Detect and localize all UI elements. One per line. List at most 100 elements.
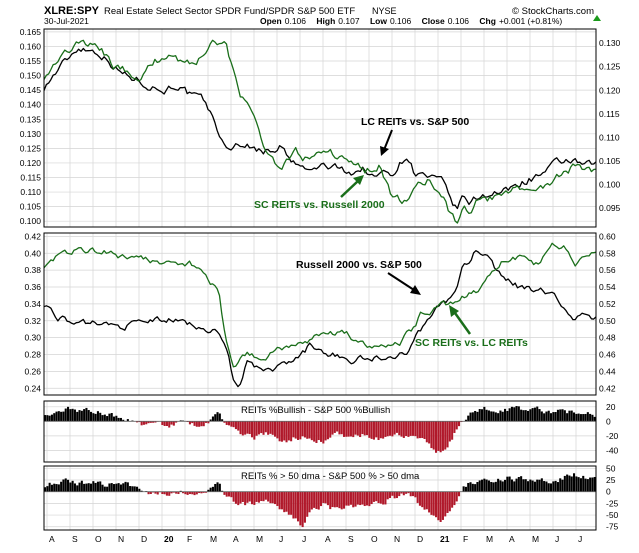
- positive-bar: [92, 413, 94, 421]
- positive-bar: [111, 483, 113, 492]
- negative-bar: [302, 421, 304, 436]
- negative-bar: [320, 492, 322, 506]
- arrow-head-icon: [380, 146, 389, 156]
- negative-bar: [419, 492, 421, 506]
- negative-bar: [318, 421, 320, 440]
- negative-bar: [263, 492, 265, 502]
- positive-bar: [481, 409, 483, 421]
- negative-bar: [410, 421, 412, 436]
- positive-bar: [493, 482, 495, 491]
- positive-bar: [76, 485, 78, 491]
- up-arrow-icon: [593, 15, 601, 21]
- left-tick-label: 0.160: [20, 41, 42, 51]
- left-tick-label: 0.24: [24, 383, 41, 393]
- right-tick-label: 0.44: [599, 366, 616, 376]
- negative-bar: [256, 492, 258, 502]
- negative-bar: [276, 492, 278, 506]
- negative-bar: [230, 421, 232, 426]
- positive-bar: [120, 418, 122, 421]
- x-tick-label: O: [371, 534, 378, 544]
- negative-bar: [315, 421, 317, 443]
- positive-bar: [490, 482, 492, 492]
- negative-bar: [283, 421, 285, 440]
- positive-bar: [488, 481, 490, 492]
- positive-bar: [95, 483, 97, 492]
- negative-bar: [272, 492, 274, 504]
- positive-bar: [79, 483, 81, 492]
- negative-bar: [405, 421, 407, 436]
- positive-bar: [564, 410, 566, 421]
- negative-bar: [394, 421, 396, 434]
- high-label: High: [316, 16, 335, 26]
- negative-bar: [173, 421, 175, 425]
- positive-bar: [562, 409, 564, 421]
- negative-bar: [417, 492, 419, 503]
- positive-bar: [532, 481, 534, 492]
- negative-bar: [311, 421, 313, 440]
- negative-bar: [223, 492, 225, 495]
- positive-bar: [568, 476, 570, 492]
- right-tick-label: 0.125: [599, 62, 621, 72]
- left-tick-label: 0.40: [24, 248, 41, 258]
- x-tick-label: F: [187, 534, 192, 544]
- right-tick-label: 0.50: [599, 316, 616, 326]
- positive-bar: [122, 483, 124, 491]
- negative-bar: [315, 492, 317, 509]
- negative-bar: [198, 421, 200, 426]
- negative-bar: [364, 492, 366, 506]
- right-tick-label: 0.110: [599, 132, 620, 142]
- negative-bar: [318, 492, 320, 510]
- positive-bar: [467, 483, 469, 492]
- negative-bar: [325, 492, 327, 504]
- negative-bar: [430, 492, 432, 515]
- negative-bar: [251, 492, 253, 505]
- x-tick-label: M: [256, 534, 263, 544]
- x-tick-label: J: [578, 534, 582, 544]
- positive-bar: [476, 482, 478, 492]
- negative-bar: [352, 492, 354, 508]
- negative-bar: [394, 492, 396, 499]
- positive-bar: [568, 411, 570, 422]
- positive-bar: [578, 477, 580, 492]
- x-tick-label: J: [302, 534, 306, 544]
- negative-bar: [355, 492, 357, 507]
- negative-bar: [350, 492, 352, 505]
- positive-bar: [582, 414, 584, 421]
- positive-bar: [463, 486, 465, 491]
- right-tick-label: 0.42: [599, 383, 616, 393]
- negative-bar: [421, 421, 423, 438]
- negative-bar: [269, 421, 271, 433]
- x-tick-label: 20: [164, 534, 174, 544]
- right-tick-label: 0.130: [599, 38, 621, 48]
- positive-bar: [67, 407, 69, 422]
- positive-bar: [516, 479, 518, 492]
- negative-bar: [343, 492, 345, 509]
- positive-bar: [504, 409, 506, 421]
- positive-bar: [529, 409, 531, 421]
- positive-bar: [62, 412, 64, 422]
- right-tick-label: 0.56: [599, 265, 616, 275]
- positive-bar: [479, 480, 481, 491]
- positive-bar: [102, 415, 104, 421]
- negative-bar: [458, 492, 460, 497]
- right-tick-label: 0: [606, 487, 611, 497]
- negative-bar: [311, 492, 313, 510]
- positive-bar: [136, 487, 138, 492]
- positive-bar: [58, 484, 60, 491]
- positive-bar: [111, 413, 113, 421]
- chg-value: +0.001 (+0.81%): [499, 16, 562, 26]
- positive-bar: [564, 476, 566, 492]
- positive-bar: [214, 414, 216, 421]
- negative-bar: [260, 421, 262, 433]
- grid-layer: [44, 29, 596, 530]
- negative-bar: [157, 492, 159, 495]
- left-tick-label: 0.34: [24, 299, 41, 309]
- positive-bar: [217, 482, 219, 491]
- positive-bar: [525, 410, 527, 421]
- positive-bar: [587, 412, 589, 421]
- positive-bar: [106, 416, 108, 421]
- positive-bar: [495, 412, 497, 421]
- positive-bar: [575, 414, 577, 421]
- negative-bar: [332, 492, 334, 507]
- negative-bar: [203, 421, 205, 426]
